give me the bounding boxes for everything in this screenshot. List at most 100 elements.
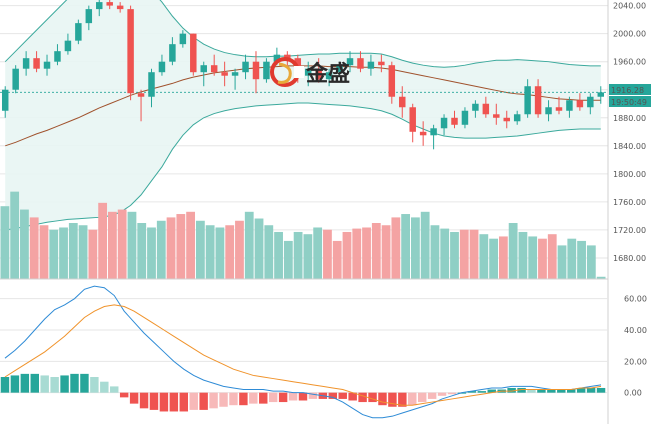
macd-histogram-bar xyxy=(477,391,487,393)
watermark-text: 金盛 xyxy=(305,61,350,87)
candle-body xyxy=(325,72,333,80)
volume-bar xyxy=(274,231,283,279)
candle-body xyxy=(200,65,207,73)
volume-bar xyxy=(49,229,59,279)
ma-polyline xyxy=(5,65,601,147)
macd-histogram-bar xyxy=(427,392,437,399)
macd-histogram-bar xyxy=(398,392,407,407)
macd-histogram-bar xyxy=(288,392,298,401)
macd-histogram-bar xyxy=(159,392,169,412)
price-tick-label: 1720.00 xyxy=(613,226,646,235)
volume-bar xyxy=(156,220,166,279)
volume-bar xyxy=(59,227,68,279)
macd-tick-label: 60.00 xyxy=(624,295,647,304)
macd-histogram-bar xyxy=(278,392,288,403)
macd-histogram-bar xyxy=(328,392,338,399)
candle-body xyxy=(555,107,563,111)
candle-body xyxy=(576,100,584,108)
volume-bar xyxy=(577,240,586,279)
volume-bar xyxy=(166,217,176,279)
price-tick-label: 2040.00 xyxy=(613,2,646,11)
volume-bar xyxy=(489,238,498,279)
volume-bar xyxy=(401,214,411,279)
volume-bars xyxy=(0,191,606,279)
candle-body xyxy=(388,65,396,97)
volume-bar xyxy=(440,228,450,279)
candle-body xyxy=(43,61,51,69)
volume-bar xyxy=(186,211,195,279)
volume-bar xyxy=(411,217,420,279)
volume-bar xyxy=(362,227,371,279)
candle-body xyxy=(158,61,166,73)
candle-body xyxy=(231,72,239,76)
last-price-tag: 1916.28 19:50:49 xyxy=(609,84,651,107)
volume-bar xyxy=(352,228,362,279)
macd-lines xyxy=(4,285,602,419)
volume-bar xyxy=(547,234,557,279)
candle-body xyxy=(534,86,542,115)
macd-histogram-bar xyxy=(507,387,516,393)
macd-histogram-bar xyxy=(547,389,556,393)
macd-histogram-bar xyxy=(259,392,268,404)
price-tick-label: 1680.00 xyxy=(613,254,646,263)
candle-body xyxy=(451,117,458,125)
volume-bar xyxy=(195,220,205,279)
macd-histogram-bar xyxy=(358,392,367,403)
candle-body xyxy=(284,54,291,59)
volume-bar xyxy=(215,227,225,279)
macd-histogram-bar xyxy=(487,389,496,393)
macd-histogram-bar xyxy=(149,392,159,410)
volume-bar xyxy=(205,225,215,279)
volume-bar xyxy=(147,227,156,279)
candle-body xyxy=(513,114,521,122)
macd-histogram-bar xyxy=(527,389,536,393)
candle-body xyxy=(169,44,176,62)
price-tick-label: 1840.00 xyxy=(613,142,646,151)
candle-body xyxy=(482,103,490,115)
volume-bar xyxy=(459,229,469,279)
candle-body xyxy=(346,58,354,66)
candle-body xyxy=(242,61,249,73)
macd-histogram-bar xyxy=(239,392,248,406)
volume-bar xyxy=(371,223,381,279)
volume-bar xyxy=(254,218,264,279)
watermark: 金盛 xyxy=(270,57,350,87)
candle-body xyxy=(304,68,312,76)
volume-bar xyxy=(342,231,352,279)
volume-bar xyxy=(78,225,88,279)
macd-line xyxy=(4,285,602,419)
macd-histogram-bar xyxy=(537,389,546,393)
volume-bar xyxy=(39,225,49,279)
volume-bar xyxy=(508,223,518,279)
candle-body xyxy=(263,61,270,80)
macd-histogram-bar xyxy=(10,375,20,393)
volume-bar xyxy=(29,217,39,279)
macd-histogram-bar xyxy=(348,392,357,401)
volume-bar xyxy=(10,191,20,279)
candle-body xyxy=(461,110,469,125)
volume-bar xyxy=(332,240,342,279)
macd-histogram-bar xyxy=(50,377,59,393)
candle-body xyxy=(106,2,113,6)
candle-body xyxy=(566,100,573,111)
macd-histogram-bar xyxy=(80,373,89,393)
candle-body xyxy=(179,33,187,45)
macd-histogram-bar xyxy=(249,392,258,404)
macd-histogram-bar xyxy=(378,392,387,406)
candle-body xyxy=(190,33,197,73)
candle-body xyxy=(545,107,552,115)
candle-body xyxy=(409,107,416,132)
volume-bar xyxy=(420,211,430,279)
candle-body xyxy=(440,117,448,129)
macd-tick-label: 20.00 xyxy=(624,357,647,366)
volume-bar xyxy=(225,225,235,279)
macd-histogram-bar xyxy=(30,373,39,393)
candle-body xyxy=(472,103,479,111)
candle-body xyxy=(75,23,82,41)
candle-body xyxy=(273,54,281,62)
volume-bar xyxy=(313,227,323,279)
volume-bar xyxy=(323,229,332,279)
macd-tick-label: 0.00 xyxy=(624,389,642,398)
candlestick-series[interactable] xyxy=(1,0,605,150)
